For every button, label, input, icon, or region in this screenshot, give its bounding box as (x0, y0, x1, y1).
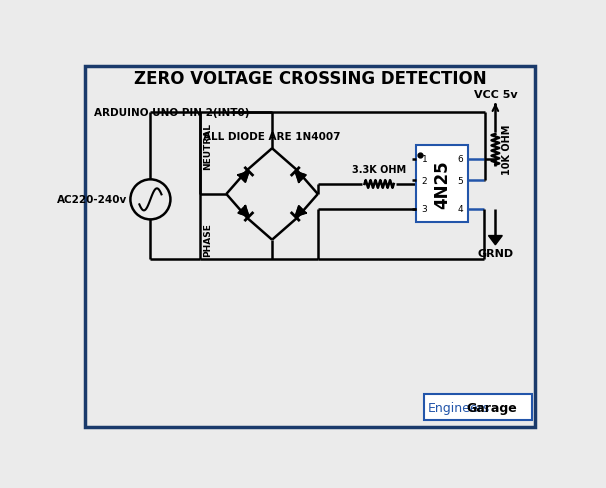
Text: 3: 3 (421, 204, 427, 214)
Polygon shape (295, 172, 306, 183)
Text: 6: 6 (458, 155, 463, 163)
Text: ZERO VOLTAGE CROSSING DETECTION: ZERO VOLTAGE CROSSING DETECTION (135, 70, 487, 87)
Polygon shape (238, 206, 249, 217)
Polygon shape (238, 172, 249, 183)
Text: 4N25: 4N25 (433, 161, 451, 209)
Polygon shape (295, 206, 306, 217)
Text: 2: 2 (421, 176, 427, 185)
Text: 10K OHM: 10K OHM (502, 125, 512, 175)
Text: ARDUINO UNO PIN 2(INT0): ARDUINO UNO PIN 2(INT0) (94, 108, 250, 118)
Text: AC220-240v: AC220-240v (57, 195, 127, 205)
Text: GRND: GRND (478, 248, 513, 258)
Text: Garage: Garage (466, 401, 517, 414)
Text: NEUTRAL: NEUTRAL (204, 123, 213, 170)
Text: 5: 5 (458, 176, 463, 185)
FancyBboxPatch shape (85, 67, 536, 427)
FancyBboxPatch shape (424, 394, 531, 421)
Text: 3.3K OHM: 3.3K OHM (352, 164, 406, 175)
Text: ALL DIODE ARE 1N4007: ALL DIODE ARE 1N4007 (204, 131, 341, 141)
Text: PHASE: PHASE (204, 223, 213, 256)
Text: VCC 5v: VCC 5v (473, 90, 517, 100)
Text: Engineers: Engineers (428, 401, 490, 414)
Polygon shape (488, 236, 502, 245)
Text: 1: 1 (421, 155, 427, 163)
Text: 4: 4 (458, 204, 463, 214)
FancyBboxPatch shape (416, 146, 468, 223)
